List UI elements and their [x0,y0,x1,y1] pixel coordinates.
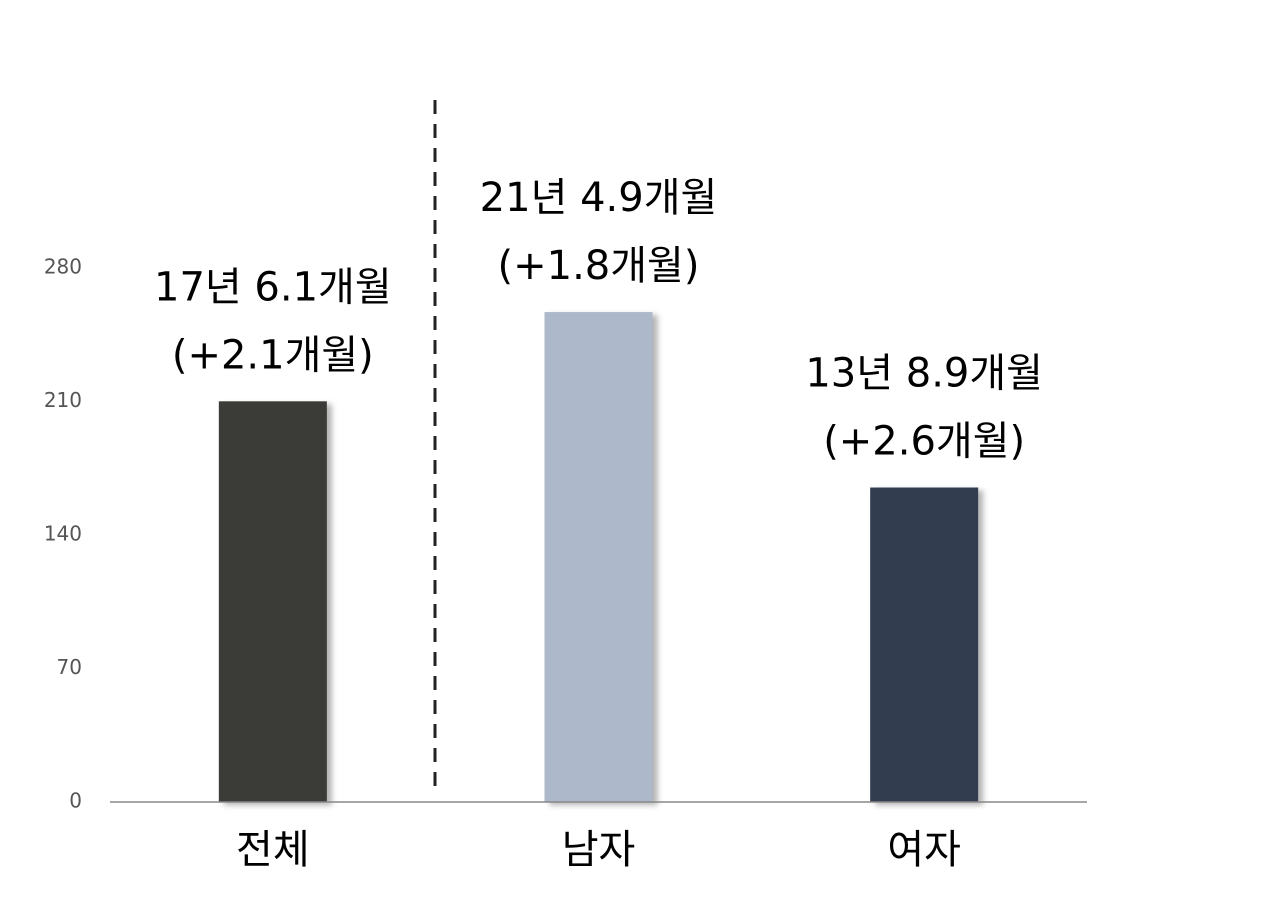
y-tick-label: 210 [44,388,82,412]
bar [218,401,327,802]
y-tick-label: 0 [69,789,82,813]
bar [544,312,653,802]
category-label: 남자 [562,827,636,873]
value-label: 17년 6.1개월 [154,264,392,310]
y-tick-label: 140 [44,522,82,546]
y-tick-label: 280 [44,255,82,279]
value-label: 13년 8.9개월 [805,351,1043,397]
change-label: (+2.1개월) [172,332,374,378]
change-label: (+2.6개월) [823,419,1025,465]
y-tick-label: 70 [57,655,82,679]
category-label: 전체 [236,827,310,873]
value-label: 21년 4.9개월 [480,175,718,221]
bar [870,487,979,802]
category-label: 여자 [887,827,961,873]
change-label: (+1.8개월) [498,243,700,289]
